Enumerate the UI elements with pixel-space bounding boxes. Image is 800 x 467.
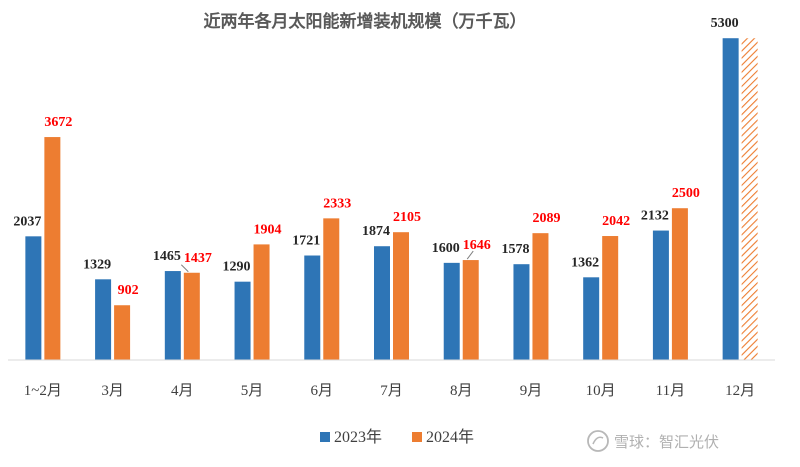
bar-2023年-10月 — [583, 277, 600, 360]
bar-2023年-12月 — [722, 38, 739, 360]
value-labels-layer: 2037 3672 1329 902 1465 1437 1290 1904 1721 2333 1… — [13, 16, 738, 298]
x-tick-label: 11月 — [656, 383, 685, 399]
value-label: 1290 — [223, 260, 251, 275]
value-label: 2105 — [393, 210, 421, 225]
x-tick-label: 9月 — [520, 383, 543, 399]
bar-2023年-9月 — [513, 264, 530, 360]
x-tick-label: 3月 — [101, 383, 124, 399]
x-tick-label: 12月 — [725, 383, 755, 399]
x-tick-label: 4月 — [171, 383, 194, 399]
value-label: 2037 — [13, 214, 41, 229]
bar-2023年-4月 — [164, 271, 181, 360]
bar-2023年-8月 — [443, 262, 460, 360]
value-label: 902 — [118, 283, 139, 298]
value-label: 1721 — [292, 234, 320, 249]
bar-2024年-8月 — [462, 260, 479, 360]
bar-2024年-4月 — [183, 272, 200, 360]
bar-2024年-1~2月 — [44, 137, 61, 360]
x-tick-label: 1~2月 — [24, 383, 62, 399]
value-label: 3672 — [44, 115, 72, 130]
legend-swatch — [412, 432, 422, 442]
bar-2023年-7月 — [374, 246, 390, 360]
bar-2024年-5月 — [253, 244, 270, 360]
bar-2024年-6月 — [323, 218, 340, 360]
legend-label: 2023年 — [334, 428, 382, 446]
bar-2023年-5月 — [234, 281, 251, 360]
legend: 2023年 2024年 — [320, 428, 474, 446]
bar-2023年-1~2月 — [25, 236, 42, 360]
leader-line — [180, 264, 189, 273]
bars-layer — [25, 38, 758, 360]
bar-2023年-3月 — [95, 279, 112, 360]
bar-2024年-7月 — [393, 232, 409, 360]
x-tick-label: 8月 — [450, 383, 473, 399]
value-label: 1600 — [432, 241, 460, 256]
value-label: 1437 — [184, 251, 212, 266]
leader-line — [466, 250, 474, 260]
value-label: 2500 — [672, 186, 700, 201]
bar-2023年-11月 — [652, 230, 669, 360]
value-label: 1362 — [571, 255, 599, 270]
bar-2024年-9月 — [532, 233, 549, 360]
x-tick-label: 6月 — [311, 383, 334, 399]
value-label: 1874 — [362, 224, 390, 239]
watermark-text: 雪球：智汇光伏 — [614, 433, 719, 451]
value-label: 2333 — [323, 196, 351, 211]
value-label: 2132 — [641, 209, 669, 224]
value-label: 2089 — [532, 211, 560, 226]
bar-2024年-11月 — [671, 208, 688, 360]
x-tick-label: 5月 — [241, 383, 264, 399]
x-tick-labels: 1~2月 3月 4月 5月 6月 7月 8月 9月 10月 11月 12月 — [24, 383, 755, 399]
bar-hatched-placeholder — [741, 38, 758, 360]
value-label: 1465 — [153, 249, 181, 264]
bar-2023年-6月 — [304, 255, 321, 360]
watermark: 雪球：智汇光伏 — [587, 430, 719, 452]
bar-2024年-3月 — [114, 305, 131, 360]
legend-label: 2024年 — [426, 428, 474, 446]
value-label: 5300 — [711, 16, 739, 31]
value-label: 1329 — [83, 257, 111, 272]
value-label: 1578 — [501, 242, 529, 257]
value-label: 1904 — [254, 222, 282, 237]
legend-swatch — [320, 432, 330, 442]
value-label: 1646 — [463, 238, 491, 253]
chart-title: 近两年各月太阳能新增装机规模（万千瓦） — [204, 11, 527, 32]
x-tick-label: 7月 — [380, 383, 403, 399]
snowball-logo-icon — [587, 430, 609, 452]
bar-2024年-10月 — [602, 236, 619, 360]
x-tick-label: 10月 — [586, 383, 616, 399]
value-label: 2042 — [602, 214, 630, 229]
